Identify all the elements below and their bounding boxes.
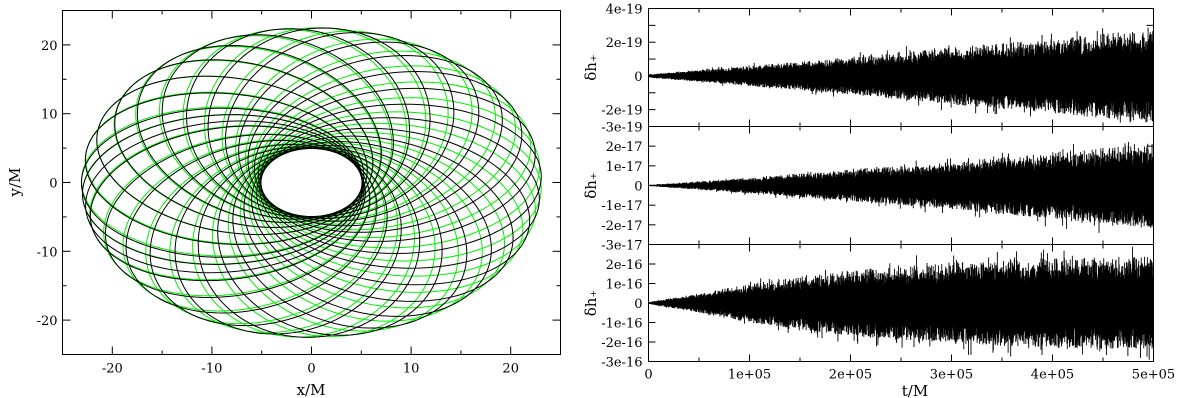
- orbit-y-tick-label: -10: [37, 245, 58, 260]
- orbit-y-tick-label: 0: [49, 177, 57, 192]
- waveform-y-axis-title: δh₊: [582, 290, 600, 317]
- waveform-y-tick-label: -3e-17: [601, 239, 642, 254]
- waveform-y-tick-label: 1e-17: [606, 160, 643, 175]
- waveform-y-tick-label: 0: [634, 297, 642, 312]
- waveform-y-tick-label: 1e-16: [606, 278, 643, 293]
- waveform-y-tick-label: -3e-19: [601, 121, 642, 136]
- waveform-x-tick-label: 2e+05: [829, 368, 872, 383]
- waveform-x-tick-label: 1e+05: [728, 368, 771, 383]
- waveform-panel-2: -3e-17 -2e-17 -1e-17 0 1e-17 2e-17 δh₊: [582, 126, 1154, 254]
- orbit-y-tick-label: 20: [41, 39, 58, 54]
- waveform-y-tick-label: -2e-19: [601, 104, 642, 119]
- waveform-y-tick-label: -1e-16: [601, 317, 642, 332]
- waveform-panel-3: -3e-16 -2e-16 -1e-16 0 1e-16 2e-16 0 1e+05 2e+05…: [582, 244, 1175, 383]
- waveform-y-tick-label: 0: [634, 180, 642, 195]
- waveform-y-tick-label: 2e-19: [606, 36, 643, 51]
- waveform-y-tick-label: 2e-16: [606, 258, 643, 273]
- orbit-axes: -20 -10 0 10 20 -20 -10 0 10 20: [37, 10, 561, 377]
- waveform-y-axis-title: δh₊: [582, 54, 600, 81]
- waveform-y-tick-label: 2e-17: [606, 140, 643, 155]
- waveform-x-axis-title: t/M: [902, 382, 928, 398]
- waveform-y-tick-label: -3e-16: [601, 356, 642, 371]
- orbit-x-tick-label: 0: [307, 362, 315, 377]
- orbit-x-tick-label: 20: [502, 362, 519, 377]
- waveform-signal-1: [648, 27, 1154, 123]
- waveform-y-tick-label: -2e-16: [601, 336, 642, 351]
- orbit-plot: -20 -10 0 10 20 -20 -10 0 10 20 x/M y/M: [6, 10, 561, 398]
- orbit-y-axis-title: y/M: [6, 168, 24, 198]
- orbit-x-axis-title: x/M: [297, 381, 326, 398]
- waveform-x-tick-label: 4e+05: [1031, 368, 1074, 383]
- orbit-y-tick-label: 10: [41, 108, 58, 123]
- waveform-x-tick-label: 0: [644, 368, 652, 383]
- waveform-y-axis-title: δh₊: [582, 172, 600, 199]
- waveform-y-tick-label: 4e-19: [606, 3, 643, 18]
- waveform-signal-3: [648, 246, 1154, 360]
- waveform-signal-2: [648, 141, 1154, 233]
- waveform-x-tick-label: 3e+05: [930, 368, 973, 383]
- waveform-y-tick-label: 0: [634, 70, 642, 85]
- waveform-y-tick-label: -2e-17: [601, 219, 642, 234]
- orbit-curves: [80, 27, 542, 338]
- orbit-x-tick-label: 10: [403, 362, 420, 377]
- orbit-x-tick-label: -10: [201, 362, 222, 377]
- orbit-x-tick-label: -20: [102, 362, 123, 377]
- waveform-y-tick-label: -1e-17: [601, 199, 642, 214]
- waveform-panel-1: -3e-19 -2e-19 0 2e-19 4e-19 δh₊: [582, 3, 1154, 136]
- waveform-x-tick-label: 5e+05: [1132, 368, 1175, 383]
- orbit-series-0: [80, 27, 542, 338]
- orbit-y-tick-label: -20: [37, 314, 58, 329]
